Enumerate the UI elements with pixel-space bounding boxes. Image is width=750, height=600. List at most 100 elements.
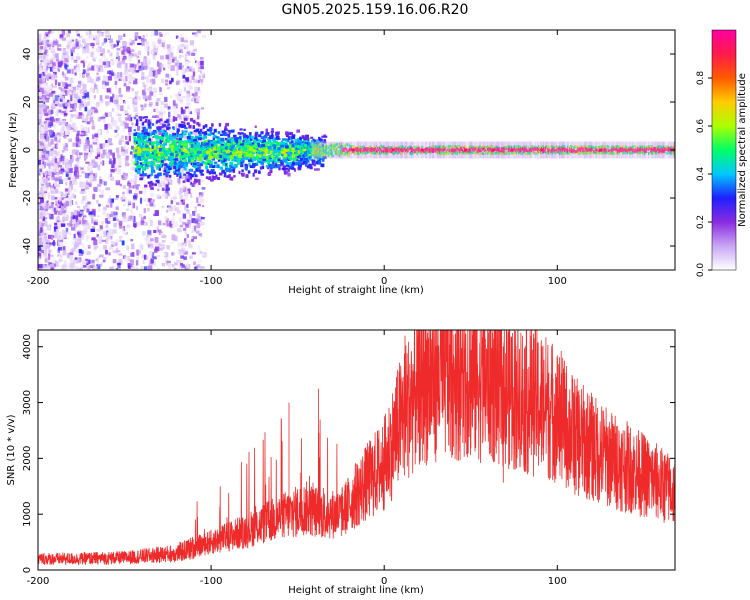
heatmap-cell [292,157,297,162]
heatmap-cell [125,75,128,82]
heatmap-cell [70,248,73,253]
heatmap-cell [108,252,111,256]
heatmap-cell [133,102,138,106]
heatmap-cell [184,68,187,73]
heatmap-cell [67,177,71,180]
heatmap-cell [39,145,43,149]
heatmap-cell [153,94,156,98]
heatmap-cell [192,225,196,232]
heatmap-cell [150,187,154,190]
heatmap-cell [193,178,197,182]
heatmap-cell [78,252,84,257]
heatmap-cell [111,244,115,247]
heatmap-cell [85,46,89,50]
heatmap-cell [83,150,88,155]
heatmap-cell [51,106,56,110]
heatmap-cell [153,69,157,76]
heatmap-cell [154,210,159,217]
heatmap-cell [46,174,49,180]
heatmap-cell [305,140,309,144]
heatmap-cell [74,221,78,228]
heatmap-cell [258,170,261,174]
heatmap-cell [156,226,160,233]
heatmap-cell [64,50,69,57]
heatmap-cell [149,202,154,207]
heatmap-cell [84,102,89,107]
heatmap-cell [69,252,74,256]
heatmap-cell [152,169,156,173]
heatmap-cell [184,153,188,156]
heatmap-cell [48,121,53,126]
heatmap-cell [79,181,83,188]
heatmap-cell [77,166,82,173]
heatmap-cell [192,119,196,123]
heatmap-cell [186,102,191,106]
heatmap-cell [98,164,101,171]
heatmap-cell [282,155,287,159]
heatmap-cell [110,59,114,62]
heatmap-cell [166,168,171,172]
heatmap-cell [166,156,170,161]
heatmap-cell [81,81,85,87]
heatmap-cell [184,231,187,236]
heatmap-cell [319,141,322,159]
heatmap-cell [91,237,96,241]
heatmap-cell [82,84,87,90]
heatmap-cell [204,131,208,136]
heatmap-cell [272,165,276,169]
heatmap-cell [113,162,117,169]
heatmap-cell [230,138,234,141]
heatmap-cell [49,184,55,188]
heatmap-cell [38,79,43,84]
heatmap-cell [204,161,208,166]
heatmap-cell [290,150,295,154]
heatmap-cell [109,60,114,66]
heatmap-cell [148,183,152,188]
heatmap-cell [293,154,297,157]
heatmap-cell [38,49,43,56]
heatmap-cell [44,229,48,233]
heatmap-cell [321,151,324,155]
heatmap-cell [38,225,42,232]
heatmap-cell [209,128,213,132]
heatmap-cell [243,137,248,141]
heatmap-cell [281,167,286,171]
heatmap-cell [38,105,43,111]
heatmap-cell [178,264,183,270]
heatmap-cell [182,250,186,254]
heatmap-cell [106,130,110,134]
heatmap-cell [272,144,277,147]
heatmap-cell [182,80,187,83]
heatmap-cell [207,146,210,150]
heatmap-cell [306,165,310,168]
heatmap-cell [196,108,201,114]
heatmap-cell [192,94,195,99]
heatmap-cell [237,156,241,160]
heatmap-cell [104,181,107,186]
heatmap-cell [49,116,54,122]
heatmap-cell [201,160,205,164]
heatmap-cell [102,257,107,260]
heatmap-cell [46,150,51,156]
heatmap-cell [76,130,80,136]
heatmap-cell [144,134,147,138]
heatmap-cell [66,231,71,235]
heatmap-cell [258,134,262,138]
heatmap-cell [65,101,70,107]
heatmap-cell [51,231,57,234]
heatmap-cell [100,189,104,196]
heatmap-cell [106,213,111,220]
heatmap-cell [314,141,317,159]
heatmap-cell [148,152,153,156]
heatmap-cell [285,151,289,155]
heatmap-cell [187,79,193,84]
heatmap-cell [218,148,221,151]
heatmap-cell [68,185,73,189]
heatmap-cell [175,165,179,170]
heatmap-cell [152,159,156,164]
heatmap-cell [99,225,103,230]
heatmap-cell [262,158,267,162]
heatmap-cell [181,242,184,246]
heatmap-cell [208,171,212,175]
heatmap-cell [283,144,286,148]
